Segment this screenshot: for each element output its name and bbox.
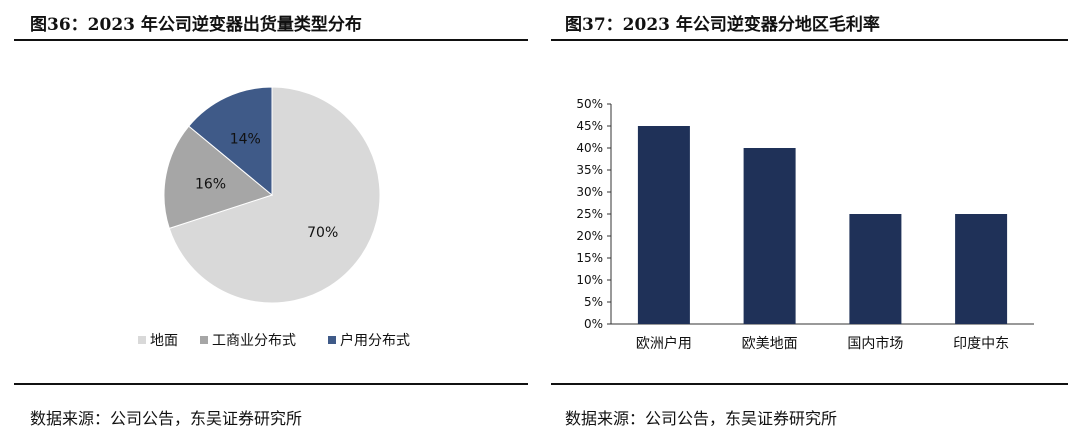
x-tick-label: 欧洲户用 bbox=[636, 335, 692, 352]
y-tick-label: 30% bbox=[576, 185, 603, 199]
pie-slice-3 bbox=[188, 86, 273, 197]
y-tick-label: 5% bbox=[584, 295, 603, 309]
bar-chart-title: 图37：2023 年公司逆变器分地区毛利率 bbox=[565, 15, 880, 35]
y-tick-label: 25% bbox=[576, 207, 603, 221]
bar-3 bbox=[849, 214, 902, 324]
legend-label: 地面 bbox=[150, 333, 178, 349]
pie-slice-2 bbox=[163, 125, 274, 230]
top-rule bbox=[14, 39, 528, 41]
y-tick-label: 10% bbox=[576, 273, 603, 287]
y-tick-label: 50% bbox=[576, 97, 603, 111]
legend-swatch bbox=[200, 336, 208, 344]
pie-legend: 地面 工商业分布式 户用分布式 bbox=[138, 332, 410, 349]
bar-chart: 0% 5% 10% 15% 20% 25% 30% 35% 40% 45% 50% 欧洲户用 欧美地面 国… bbox=[576, 97, 1034, 352]
bar-2 bbox=[743, 148, 796, 324]
x-tick-label: 欧美地面 bbox=[742, 336, 798, 352]
y-tick-label: 15% bbox=[576, 251, 603, 265]
legend-swatch bbox=[328, 336, 336, 344]
legend-swatch bbox=[138, 336, 146, 344]
pie-slice-1 bbox=[168, 86, 381, 304]
bottom-rule bbox=[551, 383, 1068, 385]
x-tick-label: 国内市场 bbox=[847, 335, 903, 352]
bottom-rule bbox=[14, 383, 528, 385]
pie-data-label: 16% bbox=[195, 176, 226, 192]
pie-chart-source: 数据来源：公司公告，东吴证券研究所 bbox=[30, 409, 303, 428]
pie-data-label: 70% bbox=[307, 225, 338, 241]
pie-chart: 70% 16% 14% 地面 工商业分布式 户用分布式 bbox=[138, 86, 410, 349]
pie-chart-title: 图36：2023 年公司逆变器出货量类型分布 bbox=[30, 15, 362, 35]
top-rule bbox=[551, 39, 1068, 41]
y-tick-label: 40% bbox=[576, 141, 603, 155]
y-tick-label: 45% bbox=[576, 119, 603, 133]
bar-1 bbox=[637, 126, 690, 324]
x-tick-label: 印度中东 bbox=[953, 336, 1009, 352]
y-tick-label: 35% bbox=[576, 163, 603, 177]
bar-chart-source: 数据来源：公司公告，东吴证券研究所 bbox=[565, 409, 838, 428]
legend-label: 户用分布式 bbox=[340, 332, 410, 349]
pie-chart-panel: 图36：2023 年公司逆变器出货量类型分布 70% 16% 14% 地面 工商业分布式… bbox=[14, 15, 528, 428]
legend-label: 工商业分布式 bbox=[212, 333, 296, 349]
bar-4 bbox=[955, 214, 1008, 324]
bar-chart-panel: 图37：2023 年公司逆变器分地区毛利率 0% 5% 10% 15% 20% 25% 30… bbox=[540, 0, 1080, 441]
y-tick-label: 0% bbox=[584, 317, 603, 331]
y-tick-label: 20% bbox=[576, 229, 603, 243]
pie-data-label: 14% bbox=[230, 131, 261, 147]
